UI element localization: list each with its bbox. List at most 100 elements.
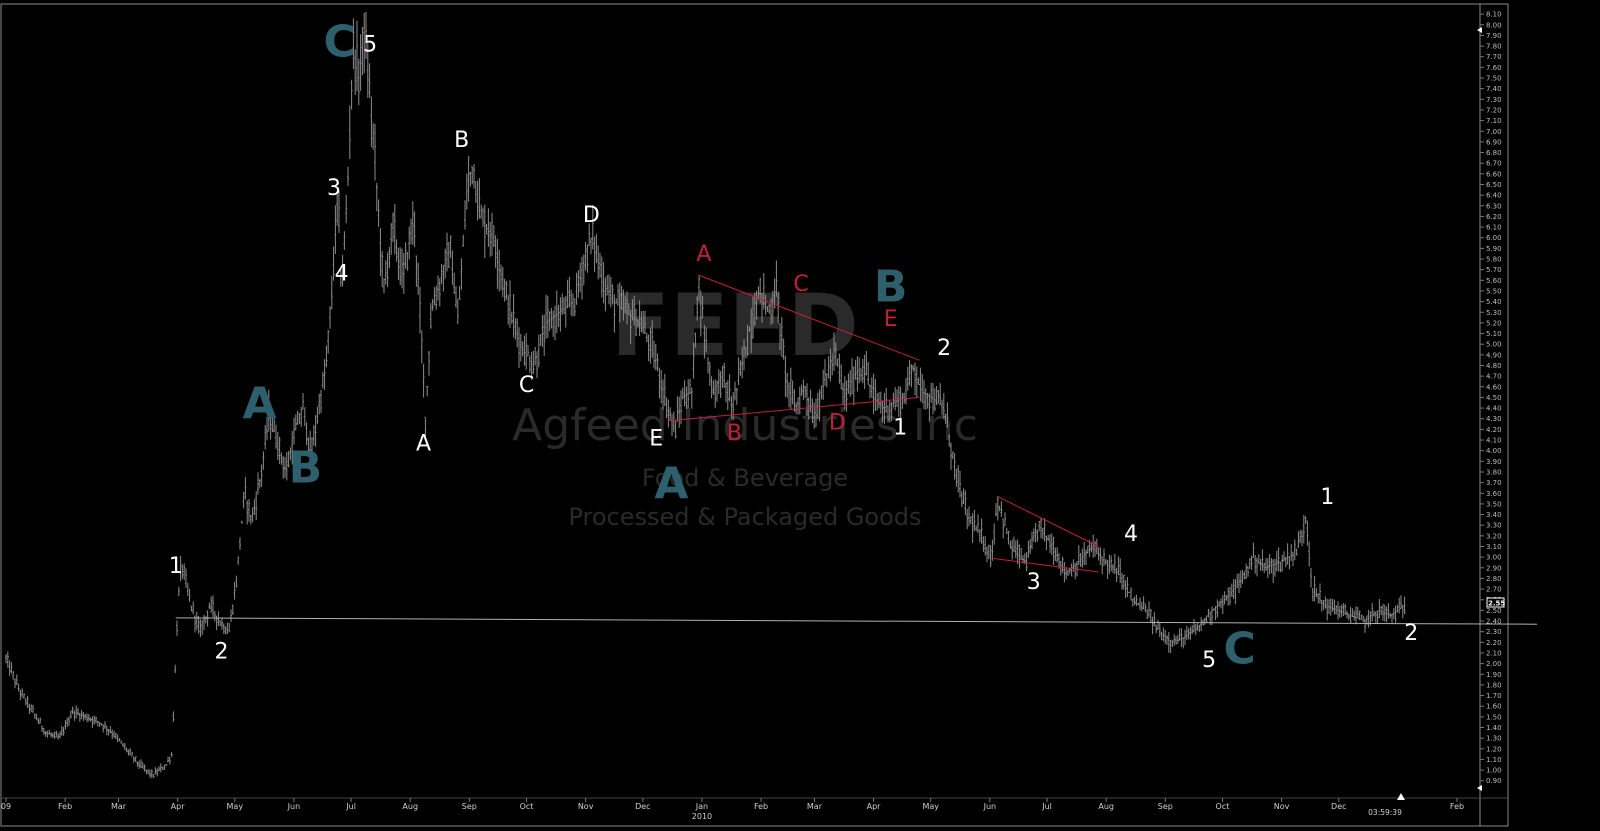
price-bar [167, 756, 169, 763]
price-bar [1333, 599, 1336, 615]
price-bar [1171, 639, 1174, 647]
y-tick-label: 4.50 [1486, 394, 1502, 402]
price-bar [593, 236, 596, 272]
price-bar [260, 464, 263, 487]
price-bar [257, 472, 259, 495]
y-tick-label: 6.80 [1486, 149, 1502, 157]
price-bar [1052, 536, 1055, 565]
price-bar [845, 380, 848, 412]
price-bar [255, 491, 258, 521]
price-bar [654, 343, 657, 371]
price-bar [1259, 558, 1262, 571]
price-bar [606, 274, 609, 296]
price-bar [339, 268, 342, 287]
wave-label: 5 [1202, 648, 1216, 673]
price-bar [595, 234, 598, 264]
price-bar [577, 270, 580, 298]
price-bar [779, 323, 781, 350]
price-bar [847, 373, 850, 394]
price-bar [438, 278, 441, 307]
price-bar [444, 248, 447, 279]
price-bar [568, 276, 571, 308]
price-bar [221, 617, 223, 630]
price-bar [613, 294, 616, 333]
price-bar [564, 295, 567, 328]
price-bar [849, 370, 852, 397]
price-bar [338, 190, 340, 233]
trendline[interactable] [997, 496, 1099, 547]
price-bar [1103, 548, 1105, 566]
trendline[interactable] [175, 617, 1538, 625]
y-tick-label: 3.60 [1486, 490, 1502, 498]
price-bar [962, 488, 965, 505]
price-bar [1243, 571, 1246, 580]
price-bar [998, 505, 1001, 512]
price-bar [939, 383, 942, 406]
trendline[interactable] [991, 557, 1099, 573]
price-bar [980, 518, 983, 544]
price-bar [464, 200, 466, 230]
price-bar [199, 619, 202, 638]
time-cursor-arrow-icon[interactable] [1397, 793, 1405, 800]
price-bar [168, 756, 171, 765]
wave-label: 2 [214, 639, 228, 664]
price-bar [773, 278, 776, 309]
plot-frame [0, 3, 1509, 827]
price-bar [1167, 631, 1170, 653]
price-bar [365, 11, 367, 60]
price-bar [60, 726, 63, 736]
wave-label: 2 [1404, 621, 1418, 646]
price-bar [469, 171, 472, 187]
price-bar [1304, 516, 1307, 524]
price-bar [291, 431, 294, 465]
y-tick-label: 3.70 [1486, 479, 1502, 487]
price-bar [451, 250, 454, 285]
price-bar [375, 182, 378, 212]
price-bar [822, 369, 825, 400]
price-bar [188, 588, 191, 602]
price-bar [528, 355, 531, 373]
y-tick-label: 3.20 [1486, 532, 1502, 540]
price-bar [921, 374, 924, 404]
price-bar [462, 234, 465, 247]
trendline[interactable] [697, 274, 920, 361]
y-tick-label: 4.10 [1486, 437, 1502, 445]
price-bar [1221, 595, 1224, 614]
y-tick-label: 4.40 [1486, 405, 1502, 413]
scroll-down-arrow-icon[interactable] [1477, 785, 1482, 791]
price-bar [669, 407, 672, 421]
price-bar [640, 311, 643, 333]
price-bar [1337, 601, 1339, 620]
price-bar [399, 247, 402, 286]
price-bar [1020, 547, 1023, 561]
price-bar [501, 267, 504, 298]
price-bar [795, 402, 798, 414]
price-bar [1382, 603, 1384, 621]
price-bar [1079, 552, 1082, 567]
price-bar [35, 713, 38, 721]
wave-label: D [829, 410, 846, 435]
price-bar [453, 272, 456, 295]
price-bar [707, 357, 709, 374]
price-bar [696, 296, 699, 321]
price-bar [836, 358, 839, 367]
price-bar [1146, 608, 1149, 620]
wave-label: C [1223, 624, 1255, 675]
price-bar [473, 163, 475, 189]
price-bar [262, 451, 265, 470]
price-bar [366, 43, 369, 98]
y-tick-label: 4.90 [1486, 351, 1502, 359]
price-bar [1175, 636, 1177, 645]
price-bar [908, 360, 911, 386]
price-bar [1002, 518, 1005, 539]
price-bar [944, 413, 947, 424]
wave-label: A [416, 432, 431, 457]
price-bar [964, 490, 967, 515]
trendline[interactable] [667, 396, 920, 422]
scroll-up-arrow-icon[interactable] [1477, 27, 1482, 33]
price-bar [930, 382, 933, 403]
price-bar [764, 294, 767, 316]
price-bar [572, 293, 574, 317]
